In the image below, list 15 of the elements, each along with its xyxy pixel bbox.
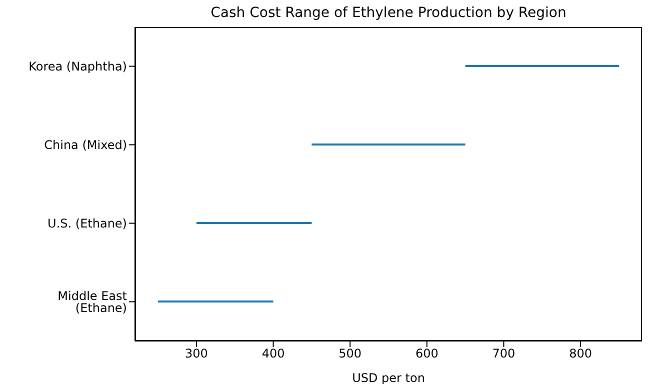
y-tick-label: Middle East (Ethane) <box>58 289 128 316</box>
chart-title: Cash Cost Range of Ethylene Production by Region <box>210 5 568 21</box>
bar <box>158 300 274 302</box>
bar <box>196 222 312 224</box>
x-tick-label: 800 <box>569 346 592 361</box>
x-tick-label: 700 <box>492 346 516 361</box>
y-tick-label: China (Mixed) <box>44 138 127 152</box>
bar <box>312 144 466 146</box>
x-tick-label: 500 <box>338 346 362 361</box>
y-tick-label: U.S. (Ethane) <box>48 216 127 231</box>
y-tick-label: Korea (Naphtha) <box>28 60 127 74</box>
bar <box>465 65 619 67</box>
x-tick-label: 300 <box>185 346 208 361</box>
x-tick-label: 600 <box>415 346 438 361</box>
x-tick-label: 400 <box>262 346 285 361</box>
